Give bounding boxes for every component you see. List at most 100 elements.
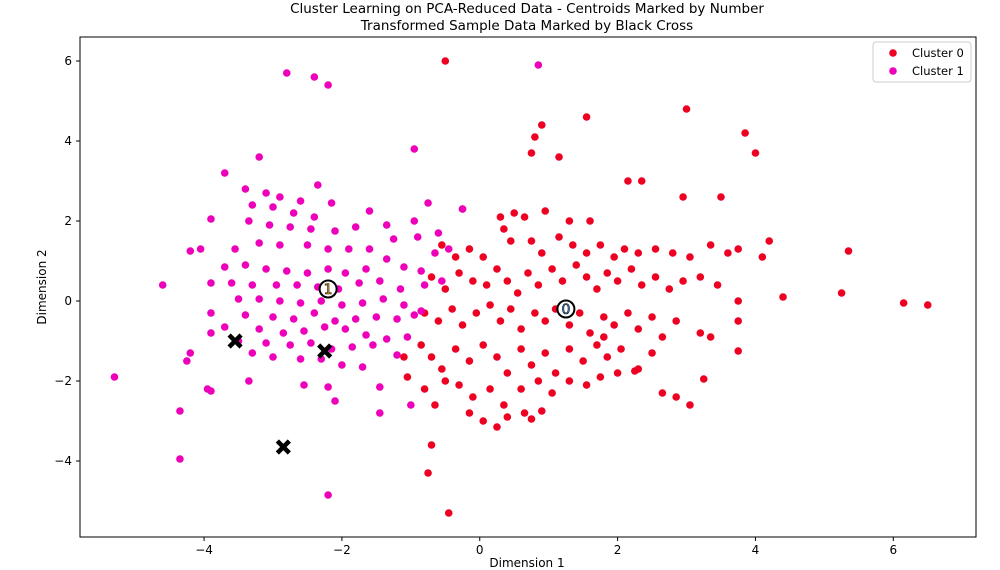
cluster-1-point bbox=[220, 263, 229, 271]
cluster-0-point bbox=[537, 407, 546, 415]
cluster-1-point bbox=[403, 333, 412, 341]
cluster-0-point bbox=[600, 313, 608, 321]
cluster-1-point bbox=[207, 387, 215, 395]
cluster-0-point bbox=[593, 341, 601, 349]
cluster-0-point bbox=[696, 273, 705, 281]
cluster-0-point bbox=[648, 349, 656, 357]
cluster-1-point bbox=[262, 189, 270, 197]
cluster-0-point bbox=[500, 225, 508, 233]
cluster-1-point bbox=[269, 313, 277, 321]
cluster-0-point bbox=[455, 269, 463, 277]
legend: Cluster 0 Cluster 1 bbox=[872, 41, 972, 83]
cluster-0-point bbox=[706, 241, 715, 249]
plot-area bbox=[79, 36, 977, 538]
cluster-1-point bbox=[269, 353, 277, 361]
cluster-0-point bbox=[579, 357, 587, 365]
cluster-0-point bbox=[586, 217, 594, 225]
cluster-1-point bbox=[444, 245, 453, 253]
cluster-0-point bbox=[465, 357, 474, 365]
cluster-1-point bbox=[420, 281, 429, 289]
cluster-0-point bbox=[537, 121, 546, 129]
cluster-1-point bbox=[255, 295, 263, 303]
cluster-1-point bbox=[410, 311, 419, 319]
cluster-1-point bbox=[400, 263, 408, 271]
cluster-1-point bbox=[413, 233, 422, 241]
cluster-1-point bbox=[110, 373, 119, 381]
cluster-1-point bbox=[351, 315, 360, 323]
y-axis: −4 −2 0 2 4 6 bbox=[54, 54, 80, 468]
cluster-1-point bbox=[358, 299, 367, 307]
cluster-1-point bbox=[241, 311, 250, 319]
cluster-1-point bbox=[231, 245, 239, 253]
cluster-1-point bbox=[438, 277, 446, 285]
sample-markers bbox=[227, 333, 333, 455]
cluster-0-point bbox=[672, 317, 680, 325]
cluster-0-point bbox=[582, 273, 591, 281]
cluster-1-point bbox=[348, 343, 357, 351]
cluster-1-point bbox=[331, 317, 339, 325]
cluster-1-point bbox=[379, 295, 388, 303]
cluster-1-point bbox=[393, 315, 401, 323]
x-tick-label: 4 bbox=[752, 543, 760, 557]
cluster-1-point bbox=[358, 363, 367, 371]
cluster-0-point bbox=[493, 423, 501, 431]
cluster-0-point bbox=[465, 409, 474, 417]
cluster-1-point bbox=[300, 327, 308, 335]
cluster-1-point bbox=[393, 351, 401, 359]
cluster-0-point bbox=[651, 273, 660, 281]
cluster-0-point bbox=[517, 325, 525, 333]
cluster-1-point bbox=[255, 325, 263, 333]
cluster-0-point bbox=[465, 245, 474, 253]
cluster-0-point bbox=[699, 375, 708, 383]
cluster-1-point bbox=[324, 81, 332, 89]
cluster-0-point bbox=[400, 353, 408, 361]
cluster-1-point bbox=[272, 281, 281, 289]
cluster-0-point bbox=[603, 353, 612, 361]
cluster-1-point bbox=[227, 279, 236, 287]
cluster-0-point bbox=[503, 277, 512, 285]
cluster-0-point bbox=[624, 309, 632, 317]
cluster-1-point bbox=[310, 213, 319, 221]
cluster-1-point bbox=[186, 349, 195, 357]
cluster-0-point bbox=[469, 393, 477, 401]
chart-title-line-1: Cluster Learning on PCA-Reduced Data - C… bbox=[290, 1, 764, 17]
y-tick-label: 6 bbox=[64, 54, 72, 68]
cluster-1-point bbox=[410, 145, 419, 153]
sample-cross-marker bbox=[227, 333, 243, 349]
cluster-1-point bbox=[382, 335, 391, 343]
cluster-1-point bbox=[365, 207, 374, 215]
cluster-1-point bbox=[289, 209, 298, 217]
cluster-0-point bbox=[569, 241, 577, 249]
cluster-0-point bbox=[672, 393, 680, 401]
data-points bbox=[110, 57, 932, 517]
cluster-0-point bbox=[469, 277, 477, 285]
cluster-1-point bbox=[331, 227, 339, 235]
cluster-0-point bbox=[441, 377, 450, 385]
cluster-0-point bbox=[613, 369, 622, 377]
cluster-0-point bbox=[637, 281, 646, 289]
cluster-0-point bbox=[899, 299, 908, 307]
cluster-1-point bbox=[310, 309, 319, 317]
cluster-0-point bbox=[741, 129, 749, 137]
cluster-0-point bbox=[448, 305, 456, 313]
cluster-0-point bbox=[837, 289, 846, 297]
cluster-1-point bbox=[458, 205, 467, 213]
cluster-0-point bbox=[531, 309, 539, 317]
cluster-0-point bbox=[517, 345, 525, 353]
cluster-0-point bbox=[603, 269, 612, 277]
sample-cross-marker bbox=[275, 439, 291, 455]
cluster-1-point bbox=[269, 203, 277, 211]
cluster-1-point bbox=[324, 383, 332, 391]
cluster-1-point bbox=[296, 299, 305, 307]
cluster-1-point bbox=[262, 339, 270, 347]
cluster-1-point bbox=[410, 217, 419, 225]
y-tick-label: 2 bbox=[64, 214, 72, 228]
cluster-0-point bbox=[668, 249, 677, 257]
cluster-0-point bbox=[734, 245, 743, 253]
cluster-0-point bbox=[734, 347, 743, 355]
cluster-1-point bbox=[417, 307, 425, 315]
x-tick-label: 0 bbox=[476, 543, 484, 557]
cluster-0-point bbox=[565, 217, 574, 225]
cluster-0-point bbox=[479, 341, 488, 349]
cluster-0-point bbox=[724, 249, 732, 257]
